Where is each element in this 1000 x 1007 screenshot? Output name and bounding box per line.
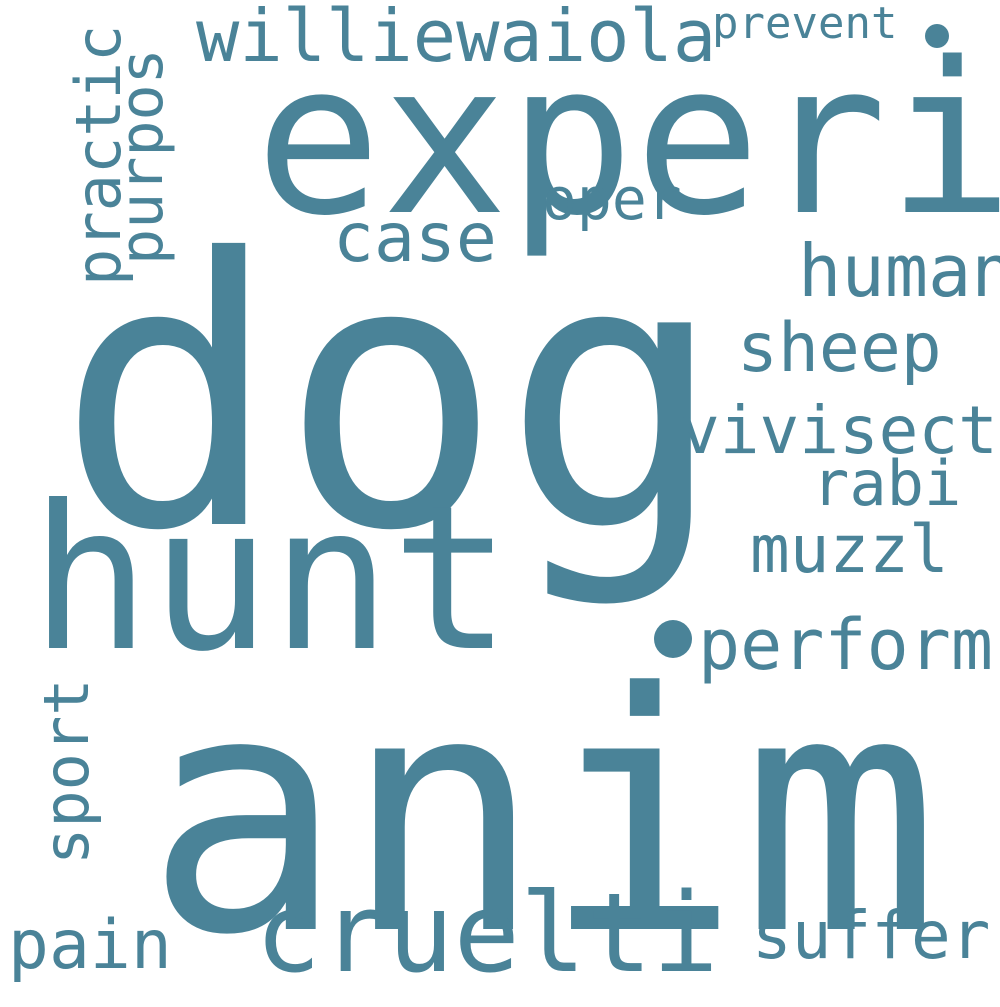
word-pain: pain: [8, 906, 172, 985]
word-vivisect: vivisect: [680, 392, 998, 469]
word-dog: dog: [57, 182, 726, 612]
word-hunt: hunt: [30, 463, 512, 696]
word-experi: experi: [255, 17, 1000, 262]
dot-mark-middle: [654, 620, 692, 658]
dot-mark-top-right: [925, 24, 949, 48]
word-williewaiola: williewaiola: [196, 0, 717, 78]
word-prevent: prevent: [712, 0, 898, 49]
word-perform: perform: [698, 604, 994, 686]
word-muzzl: muzzl: [750, 511, 949, 588]
word-sport: sport: [30, 678, 103, 865]
word-cruelti: cruelti: [255, 869, 719, 997]
word-rabi: rabi: [812, 447, 962, 520]
word-suffer: suffer: [752, 897, 991, 974]
word-oper: oper: [542, 165, 682, 233]
word-human: human: [798, 229, 1000, 313]
word-anim: anim: [145, 623, 940, 1007]
word-purpos: purpos: [107, 48, 177, 265]
word-case: case: [333, 199, 497, 278]
word-sheep: sheep: [737, 309, 942, 388]
